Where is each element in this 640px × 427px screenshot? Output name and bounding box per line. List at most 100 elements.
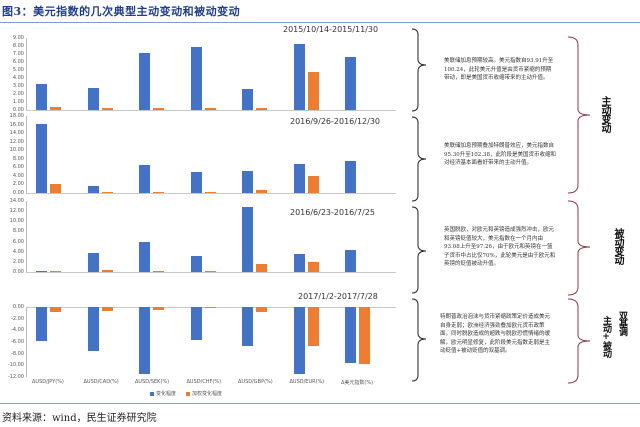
bar-weighted-change — [307, 72, 319, 110]
bar-weighted-change — [50, 106, 61, 110]
legend: 变化幅度 加权变化幅度 — [150, 390, 222, 397]
y-axis — [26, 116, 27, 193]
bar-weighted-change — [101, 192, 113, 193]
bar-change — [87, 185, 99, 193]
bottom-divider — [0, 403, 640, 404]
bar-weighted-change — [256, 307, 267, 312]
bar-change — [36, 307, 47, 341]
y-tick-label: 8.00 — [12, 155, 24, 162]
bar-weighted-change — [153, 270, 164, 272]
category-label: ΔUSD/CAD(%) — [83, 379, 119, 385]
legend-item-2: 加权变化幅度 — [186, 390, 222, 397]
label-active: 主动变动 — [599, 96, 610, 132]
period-label: 2016/6/23-2016/7/25 — [290, 208, 375, 217]
y-tick-label: -12.00 — [7, 374, 24, 380]
bar-change — [345, 57, 356, 110]
category-label: ΔUSD/SEK(%) — [135, 379, 170, 385]
y-tick-label: 4.00 — [12, 172, 24, 179]
figure-title: 图3：美元指数的几次典型主动变动和被动变动 — [2, 5, 241, 18]
bar-change — [190, 46, 202, 110]
y-tick-label: 2.00 — [12, 91, 24, 97]
bar-change — [87, 253, 99, 272]
bar-change — [293, 254, 305, 272]
y-tick-label: 12.00 — [9, 208, 24, 215]
bar-change — [293, 44, 305, 110]
bar-weighted-change — [204, 271, 216, 272]
y-tick-label: 6.00 — [12, 238, 24, 245]
category-label: ΔUSD/GBP(%) — [238, 379, 273, 385]
y-tick-label: 4.00 — [12, 75, 24, 81]
bar-change — [139, 242, 150, 272]
y-tick-label: 10.00 — [9, 218, 24, 225]
y-tick-label: 6.00 — [12, 59, 24, 65]
bar-change — [36, 270, 47, 272]
y-axis — [26, 38, 27, 110]
y-tick-label: 5.00 — [12, 67, 24, 73]
bar-change — [345, 250, 356, 272]
period-label: 2017/1/2-2017/7/28 — [298, 292, 378, 301]
bar-weighted-change — [50, 307, 61, 312]
y-tick-label: 9.00 — [12, 35, 24, 41]
legend-item-1: 变化幅度 — [150, 390, 176, 397]
y-tick-label: 16.00 — [9, 121, 24, 128]
bar-change — [190, 307, 202, 341]
y-tick-label: 10.00 — [9, 147, 24, 154]
bar-weighted-change — [101, 307, 113, 312]
category-label: Δ美元指数(%) — [341, 380, 374, 386]
y-tick-label: 7.00 — [12, 51, 24, 57]
y-tick-label: -4.00 — [11, 327, 24, 334]
bar-change — [242, 171, 253, 193]
source-note: 资料来源：wind，民生证券研究院 — [2, 413, 157, 424]
y-tick-label: 2.00 — [12, 181, 24, 188]
y-tick-label: -6.00 — [11, 339, 24, 345]
bar-change — [139, 164, 150, 193]
bar-weighted-change — [204, 307, 216, 309]
bar-weighted-change — [204, 108, 216, 110]
y-tick-label: 14.00 — [9, 198, 24, 204]
y-tick-label: 14.00 — [9, 130, 24, 137]
zero-line — [26, 110, 396, 111]
label-dual: 双基调 — [617, 311, 627, 335]
bar-weighted-change — [307, 261, 319, 272]
bar-weighted-change — [256, 264, 267, 272]
brace-group-icon — [411, 28, 591, 384]
bar-change — [139, 53, 150, 110]
bar-weighted-change — [153, 191, 164, 193]
bar-change — [190, 171, 202, 193]
bar-weighted-change — [50, 271, 61, 272]
y-tick-label: 6.00 — [12, 164, 24, 171]
bar-change — [190, 255, 202, 272]
y-tick-label: 8.00 — [12, 228, 24, 235]
bar-weighted-change — [359, 307, 370, 364]
y-axis — [26, 201, 27, 272]
bar-weighted-change — [256, 108, 267, 110]
bar-change — [87, 88, 99, 110]
y-tick-label: 12.00 — [9, 138, 24, 145]
note-4: 特朗普政治泡沫与货币紧缩政策定价造成美元自身走弱；欧洲经济强劲叠加欧元货币政策面… — [440, 314, 551, 354]
y-tick-label: 0.00 — [12, 107, 24, 113]
period-label: 2016/9/26-2016/12/30 — [290, 117, 381, 126]
bar-change — [293, 307, 305, 375]
category-label: ΔUSD/CHF(%) — [186, 379, 222, 385]
zero-line — [26, 272, 396, 273]
y-tick-label: 4.00 — [12, 248, 24, 255]
bar-weighted-change — [101, 269, 113, 272]
category-label: ΔUSD/JPY(%) — [32, 379, 64, 385]
period-label: 2015/10/14-2015/11/30 — [283, 25, 379, 34]
bar-weighted-change — [307, 175, 319, 193]
y-axis — [26, 307, 27, 377]
bar-weighted-change — [307, 307, 319, 346]
bar-change — [242, 307, 253, 346]
bar-change — [345, 161, 356, 193]
y-tick-label: 0.00 — [12, 190, 24, 196]
top-divider — [0, 22, 640, 23]
note-1: 美联储加息预期较高。美元指数自93.91升至100.24，此轮美元升值是由货币紧… — [444, 58, 554, 81]
bar-change — [36, 123, 47, 193]
bar-weighted-change — [153, 108, 164, 110]
y-tick-label: 8.00 — [12, 43, 24, 49]
bar-change — [242, 89, 253, 110]
y-tick-label: 0.00 — [12, 304, 24, 310]
bar-change — [87, 307, 99, 351]
bar-weighted-change — [256, 190, 267, 193]
label-passive: 被动变动 — [612, 228, 623, 264]
